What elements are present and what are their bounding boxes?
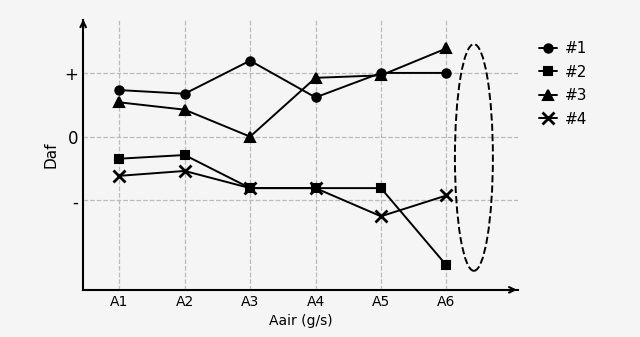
#1 xyxy=(246,59,254,63)
Line: #4: #4 xyxy=(114,165,452,222)
Y-axis label: Daf: Daf xyxy=(44,142,59,168)
Line: #1: #1 xyxy=(115,57,451,101)
#2 xyxy=(246,186,254,190)
Legend: #1, #2, #3, #4: #1, #2, #3, #4 xyxy=(539,41,588,127)
#2 xyxy=(115,157,123,161)
#3 xyxy=(377,73,385,78)
#3 xyxy=(312,76,319,80)
#1 xyxy=(312,95,319,99)
X-axis label: Aair (g/s): Aair (g/s) xyxy=(269,314,333,328)
Line: #2: #2 xyxy=(115,151,451,270)
#1 xyxy=(180,92,188,96)
#4 xyxy=(180,169,188,173)
#3 xyxy=(115,100,123,104)
#4 xyxy=(377,214,385,218)
#4 xyxy=(443,193,451,197)
#1 xyxy=(443,71,451,75)
#2 xyxy=(312,186,319,190)
#2 xyxy=(377,186,385,190)
#4 xyxy=(115,174,123,178)
#1 xyxy=(115,88,123,92)
Line: #3: #3 xyxy=(115,43,451,142)
#2 xyxy=(180,153,188,157)
#4 xyxy=(312,186,319,190)
#3 xyxy=(246,134,254,139)
#3 xyxy=(443,47,451,51)
#3 xyxy=(180,108,188,112)
#4 xyxy=(246,186,254,190)
#1 xyxy=(377,71,385,75)
#2 xyxy=(443,263,451,267)
